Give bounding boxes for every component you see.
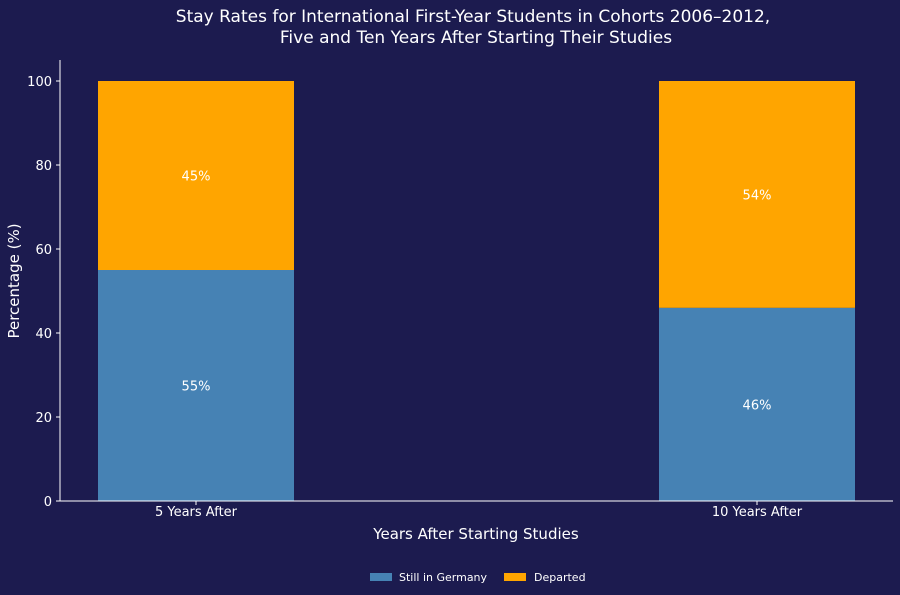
y-tick-label: 60	[35, 243, 52, 258]
x-ticks: 5 Years After 10 Years After	[155, 501, 803, 520]
x-tick-label: 5 Years After	[155, 505, 238, 520]
x-axis-title: Years After Starting Studies	[372, 525, 579, 543]
y-tick-label: 100	[27, 75, 52, 90]
bar-labels-layer: 55% 45% 46% 54%	[182, 170, 772, 414]
bar-value-label: 55%	[182, 380, 211, 395]
y-tick-label: 80	[35, 159, 52, 174]
bar-departed-2	[659, 81, 855, 308]
bar-value-label: 46%	[743, 398, 772, 413]
bar-departed-1	[98, 81, 294, 270]
legend-label-still-in-germany: Still in Germany	[399, 571, 488, 584]
bars-layer	[98, 81, 855, 501]
bar-still-in-germany-1	[98, 270, 294, 501]
y-tick-label: 40	[35, 327, 52, 342]
bar-value-label: 54%	[743, 188, 772, 203]
legend-label-departed: Departed	[534, 571, 586, 584]
bar-still-in-germany-2	[659, 307, 855, 501]
y-ticks: 0 20 40 60 80 100	[27, 75, 60, 510]
y-tick-label: 0	[44, 495, 52, 510]
legend-swatch-departed	[504, 573, 526, 581]
x-tick-label: 10 Years After	[712, 505, 803, 520]
legend-swatch-still-in-germany	[370, 573, 392, 581]
chart-title-line-2: Five and Ten Years After Starting Their …	[280, 28, 672, 48]
y-tick-label: 20	[35, 411, 52, 426]
bar-value-label: 45%	[182, 170, 211, 185]
y-axis-title: Percentage (%)	[5, 223, 23, 338]
chart-title-line-1: Stay Rates for International First-Year …	[176, 7, 770, 27]
legend: Still in Germany Departed	[370, 571, 586, 584]
